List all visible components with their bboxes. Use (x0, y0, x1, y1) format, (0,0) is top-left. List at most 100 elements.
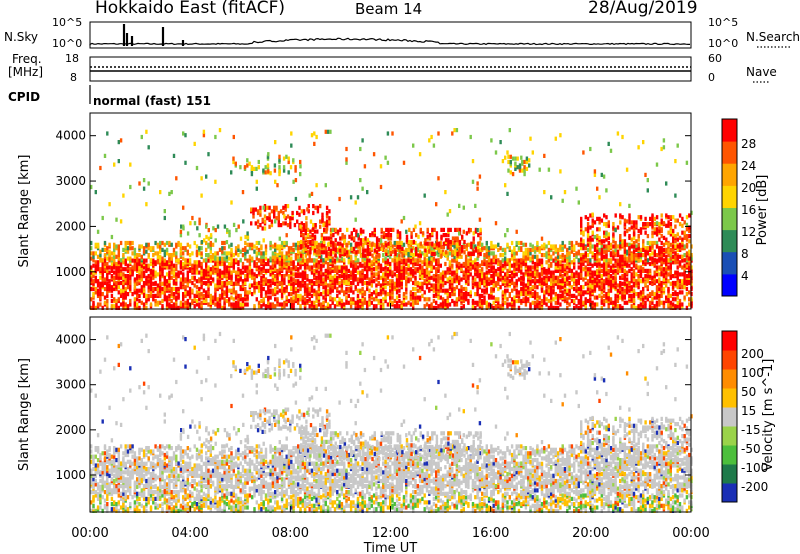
power-cell (671, 302, 675, 307)
power-cell (313, 234, 317, 239)
power-cell (275, 216, 278, 221)
power-cell (332, 241, 335, 246)
power-cell (402, 292, 406, 297)
power-cell (425, 297, 429, 302)
power-cell (382, 290, 385, 295)
power-cell (387, 241, 390, 246)
power-cell (467, 281, 470, 286)
power-cell (446, 251, 449, 256)
power-cell (117, 290, 120, 295)
power-cell (453, 254, 456, 259)
power-cell (154, 302, 157, 307)
power-cell (385, 233, 388, 238)
power-cell (550, 302, 553, 307)
power-cell (414, 261, 417, 267)
power-cell (425, 253, 429, 258)
power-cell (322, 290, 325, 295)
power-cell (559, 254, 562, 259)
power-cell (453, 274, 456, 279)
power-cell (124, 274, 127, 279)
power-cell (338, 258, 341, 263)
power-cell (195, 265, 199, 270)
power-cell (440, 245, 443, 250)
power-cell (372, 256, 376, 261)
power-cell (492, 265, 495, 270)
power-cell (237, 244, 240, 249)
power-cell (244, 254, 247, 259)
power-cell (186, 298, 189, 304)
power-cell (177, 292, 180, 297)
power-cell (260, 292, 263, 297)
power-cell (283, 274, 286, 279)
power-cell (122, 280, 125, 286)
power-cell (308, 254, 311, 259)
power-cell (113, 270, 116, 275)
power-cell (317, 263, 321, 268)
power-cell (398, 234, 402, 239)
power-cell (433, 227, 436, 232)
power-cell (228, 288, 231, 293)
power-cell (458, 295, 461, 300)
power-cell (589, 286, 592, 292)
power-cell (211, 295, 215, 300)
power-cell (651, 305, 654, 310)
power-cell (483, 272, 486, 277)
power-cell (671, 292, 675, 297)
power-cell (207, 277, 210, 282)
power-cell (563, 290, 567, 295)
power-cell (211, 277, 215, 282)
power-cell (333, 285, 337, 290)
power-cell (460, 267, 463, 272)
power-cell (609, 297, 613, 302)
power-cell (451, 250, 455, 255)
power-cell (209, 293, 212, 298)
power-cell (395, 295, 399, 300)
power-cell (418, 288, 422, 293)
power-cell (619, 280, 622, 286)
power-cell (471, 275, 475, 280)
power-cell (90, 277, 93, 282)
power-cell (582, 267, 585, 272)
power-cell (570, 285, 574, 290)
power-cell (336, 241, 340, 246)
power-cell (182, 280, 185, 286)
power-cell (129, 298, 132, 304)
power-cell (527, 247, 530, 252)
power-cell (182, 285, 185, 290)
power-cell (248, 258, 252, 263)
power-cell (474, 292, 477, 297)
power-cell (322, 277, 325, 282)
power-cell (467, 258, 470, 263)
power-cell (623, 300, 626, 305)
power-cell (577, 286, 580, 292)
power-cell (268, 224, 271, 229)
power-cell (96, 254, 100, 259)
power-cell (244, 277, 247, 282)
power-cell (472, 250, 475, 255)
power-cell (453, 279, 456, 284)
power-cell (370, 292, 373, 297)
power-cell (133, 254, 137, 259)
power-cell (304, 236, 307, 241)
power-cell (352, 227, 356, 232)
power-cell (616, 288, 620, 293)
power-cell (444, 288, 447, 293)
power-cell (678, 290, 682, 295)
power-cell (349, 297, 353, 302)
power-cell (421, 285, 424, 290)
power-cell (131, 292, 134, 297)
power-cell (117, 285, 120, 290)
power-cell (476, 274, 479, 279)
power-cell (230, 261, 233, 267)
power-cell (108, 242, 111, 247)
power-cell (280, 251, 284, 256)
power-cell (149, 268, 153, 273)
power-cell (533, 261, 537, 267)
power-cell (423, 258, 426, 263)
power-cell (460, 295, 463, 300)
power-cell (159, 285, 162, 290)
power-cell (361, 268, 364, 273)
power-cell (375, 236, 379, 241)
power-cell (225, 251, 229, 256)
power-cell (584, 290, 587, 295)
